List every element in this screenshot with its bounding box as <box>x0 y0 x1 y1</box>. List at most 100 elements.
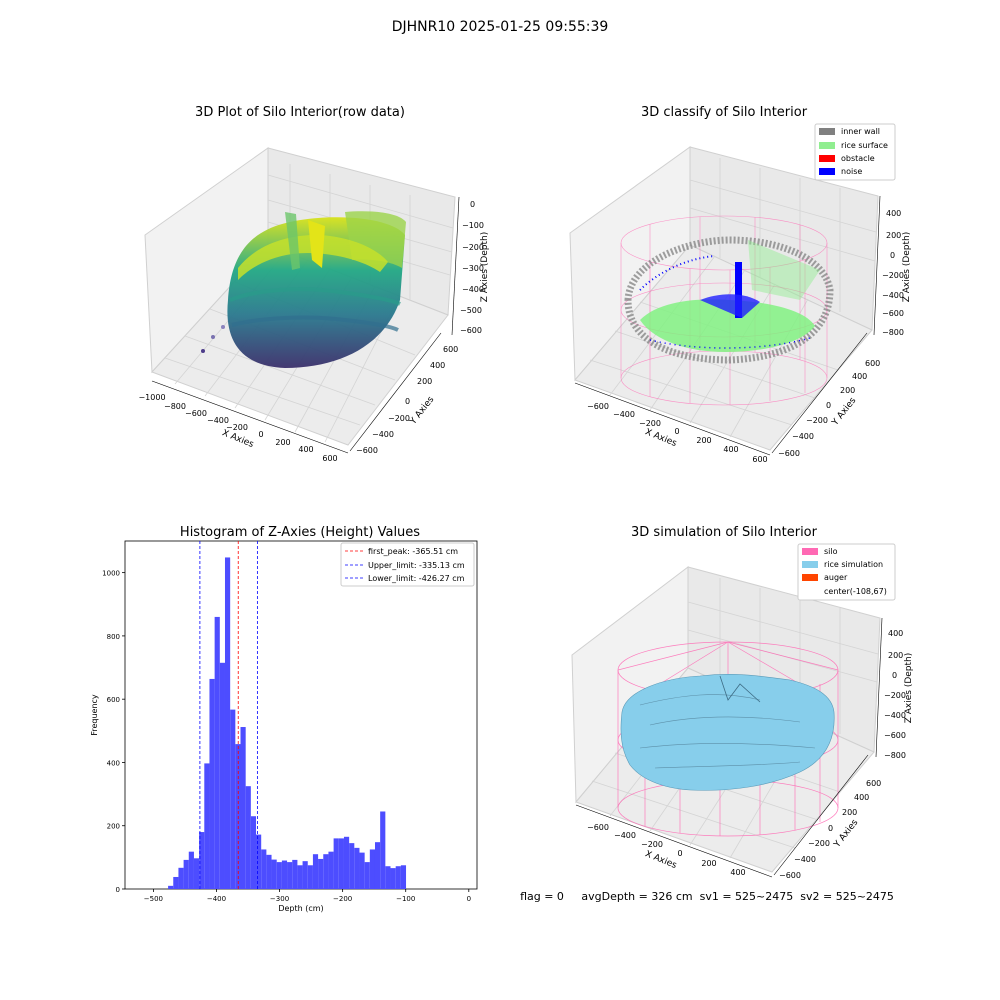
classify-x-axis-line <box>574 382 771 456</box>
hist-bar <box>271 859 277 889</box>
sim-ztick: 0 <box>892 671 897 680</box>
sim-zlabel: Z Axies (Depth) <box>904 653 914 724</box>
hist-legend: first_peak: -365.51 cm Upper_limit: -335… <box>340 542 475 587</box>
legend-swatch-noise <box>819 168 835 175</box>
raw-xtick: −200 <box>226 423 248 432</box>
raw-point-cloud <box>201 211 406 368</box>
raw-x-ticks: −1000 −800 −600 −400 −200 0 200 400 600 <box>138 393 337 463</box>
raw-ztick: −400 <box>462 285 484 294</box>
hist-bar <box>276 862 282 889</box>
hist-xtick-label: −100 <box>396 895 415 903</box>
hist-x-ticks: −500 −400 −300 −200 −100 0 <box>144 889 471 903</box>
hist-bar <box>312 854 319 889</box>
classify-point-cloud <box>624 236 834 364</box>
classify-xtick: 600 <box>752 455 767 464</box>
hist-bar <box>359 852 365 889</box>
hist-bar <box>297 865 303 889</box>
subplot-classify-3d: 3D classify of Silo Interior <box>569 105 912 464</box>
legend-label-center: center(-108,67) <box>824 587 887 596</box>
raw-y-ticks: −600 −400 −200 0 200 400 600 <box>356 345 458 455</box>
hist-bar <box>369 849 375 889</box>
raw-xtick: 600 <box>322 454 337 463</box>
legend-swatch-rice-simulation <box>802 561 818 568</box>
hist-bar <box>281 860 288 889</box>
sim-ytick: 400 <box>854 793 869 802</box>
sim-ylabel: Y Axies <box>832 818 861 851</box>
sim-xtick: 200 <box>701 859 716 868</box>
hist-plot-area <box>124 540 478 890</box>
sim-xtick: −600 <box>587 823 609 832</box>
legend-label-auger: auger <box>824 573 848 582</box>
hist-ylabel: Frequency <box>90 694 99 736</box>
legend-swatch-auger <box>802 574 818 581</box>
raw-z-axis-line <box>451 196 460 336</box>
raw-ztick: −200 <box>462 243 484 252</box>
hist-bar <box>193 858 200 889</box>
hist-bar <box>209 678 215 889</box>
hist-bar <box>199 832 205 889</box>
classify-ztick: 200 <box>886 231 901 240</box>
classify-xtick: 400 <box>723 445 738 454</box>
sim-z-axis-line <box>875 617 883 758</box>
hist-bar <box>204 763 210 889</box>
sim-ytick: 200 <box>842 808 857 817</box>
hist-bar <box>256 834 262 889</box>
sim-ztick: −400 <box>884 711 906 720</box>
hist-bar <box>266 854 272 889</box>
classify-ytick: −600 <box>778 449 800 458</box>
classify-ytick: −200 <box>806 416 828 425</box>
raw-z-ticks: 0 −100 −200 −300 −400 −500 −600 <box>460 200 484 335</box>
classify-title: 3D classify of Silo Interior <box>641 105 808 120</box>
sim-xlabel: X Axies <box>643 849 678 871</box>
sim-x-axis-line <box>575 804 773 878</box>
hist-bar <box>390 868 396 889</box>
raw-ztick: −600 <box>460 326 482 335</box>
sim-xtick: −400 <box>614 831 636 840</box>
simulation-title: 3D simulation of Silo Interior <box>631 525 818 540</box>
legend-label-rice-surface: rice surface <box>841 141 888 150</box>
sim-ztick: −600 <box>884 731 906 740</box>
sim-y-ticks: −600 −400 −200 0 200 400 600 <box>779 779 881 880</box>
hist-bar <box>188 851 194 889</box>
raw-ztick: −300 <box>462 264 484 273</box>
legend-label-silo: silo <box>824 547 838 556</box>
sim-xtick: 400 <box>730 868 745 877</box>
classify-ztick: −200 <box>882 271 904 280</box>
sim-ztick: −800 <box>884 751 906 760</box>
sim-ytick: 0 <box>828 824 833 833</box>
hist-xtick-label: −500 <box>144 895 163 903</box>
legend-swatch-obstacle <box>819 155 835 162</box>
raw-title: 3D Plot of Silo Interior(row data) <box>195 105 405 120</box>
sim-xtick: −200 <box>641 840 663 849</box>
hist-bar <box>214 616 220 889</box>
hist-ytick-label: 200 <box>107 823 120 831</box>
raw-x-axis-line <box>151 380 349 454</box>
hist-bar <box>261 849 267 889</box>
raw-ytick: 200 <box>417 377 432 386</box>
classify-ytick: −400 <box>792 432 814 441</box>
classify-xtick: 200 <box>696 436 711 445</box>
classify-xtick: −200 <box>639 419 661 428</box>
raw-ylabel: Y Axies <box>408 395 437 428</box>
hist-ytick-label: 800 <box>107 633 120 641</box>
classify-zlabel: Z Axies (Depth) <box>902 232 912 303</box>
sim-ytick: −200 <box>808 839 830 848</box>
hist-bar <box>173 876 179 889</box>
hist-bar <box>323 854 329 889</box>
subplot-histogram: Histogram of Z-Axies (Height) Values −50… <box>90 525 478 913</box>
classify-z-ticks: 400 200 0 −200 −400 −600 −800 <box>882 209 904 337</box>
hist-bar <box>328 851 334 889</box>
hist-bar <box>338 838 344 889</box>
sim-x-ticks: −600 −400 −200 0 200 400 <box>587 823 746 877</box>
hist-xtick-label: 0 <box>467 895 471 903</box>
raw-zlabel: Z Axies (Depth) <box>480 232 490 303</box>
hist-bar <box>385 866 391 889</box>
classify-ztick: 400 <box>886 209 901 218</box>
subplot-raw-3d: 3D Plot of Silo Interior(row data) <box>138 105 490 463</box>
sim-ztick: 400 <box>888 629 903 638</box>
raw-xtick: −600 <box>185 409 207 418</box>
classify-ztick: −400 <box>882 291 904 300</box>
classify-y-axis-line <box>771 332 868 454</box>
legend-label-lower-limit: Lower_limit: -426.27 cm <box>368 574 465 583</box>
sim-ztick: 200 <box>888 651 903 660</box>
